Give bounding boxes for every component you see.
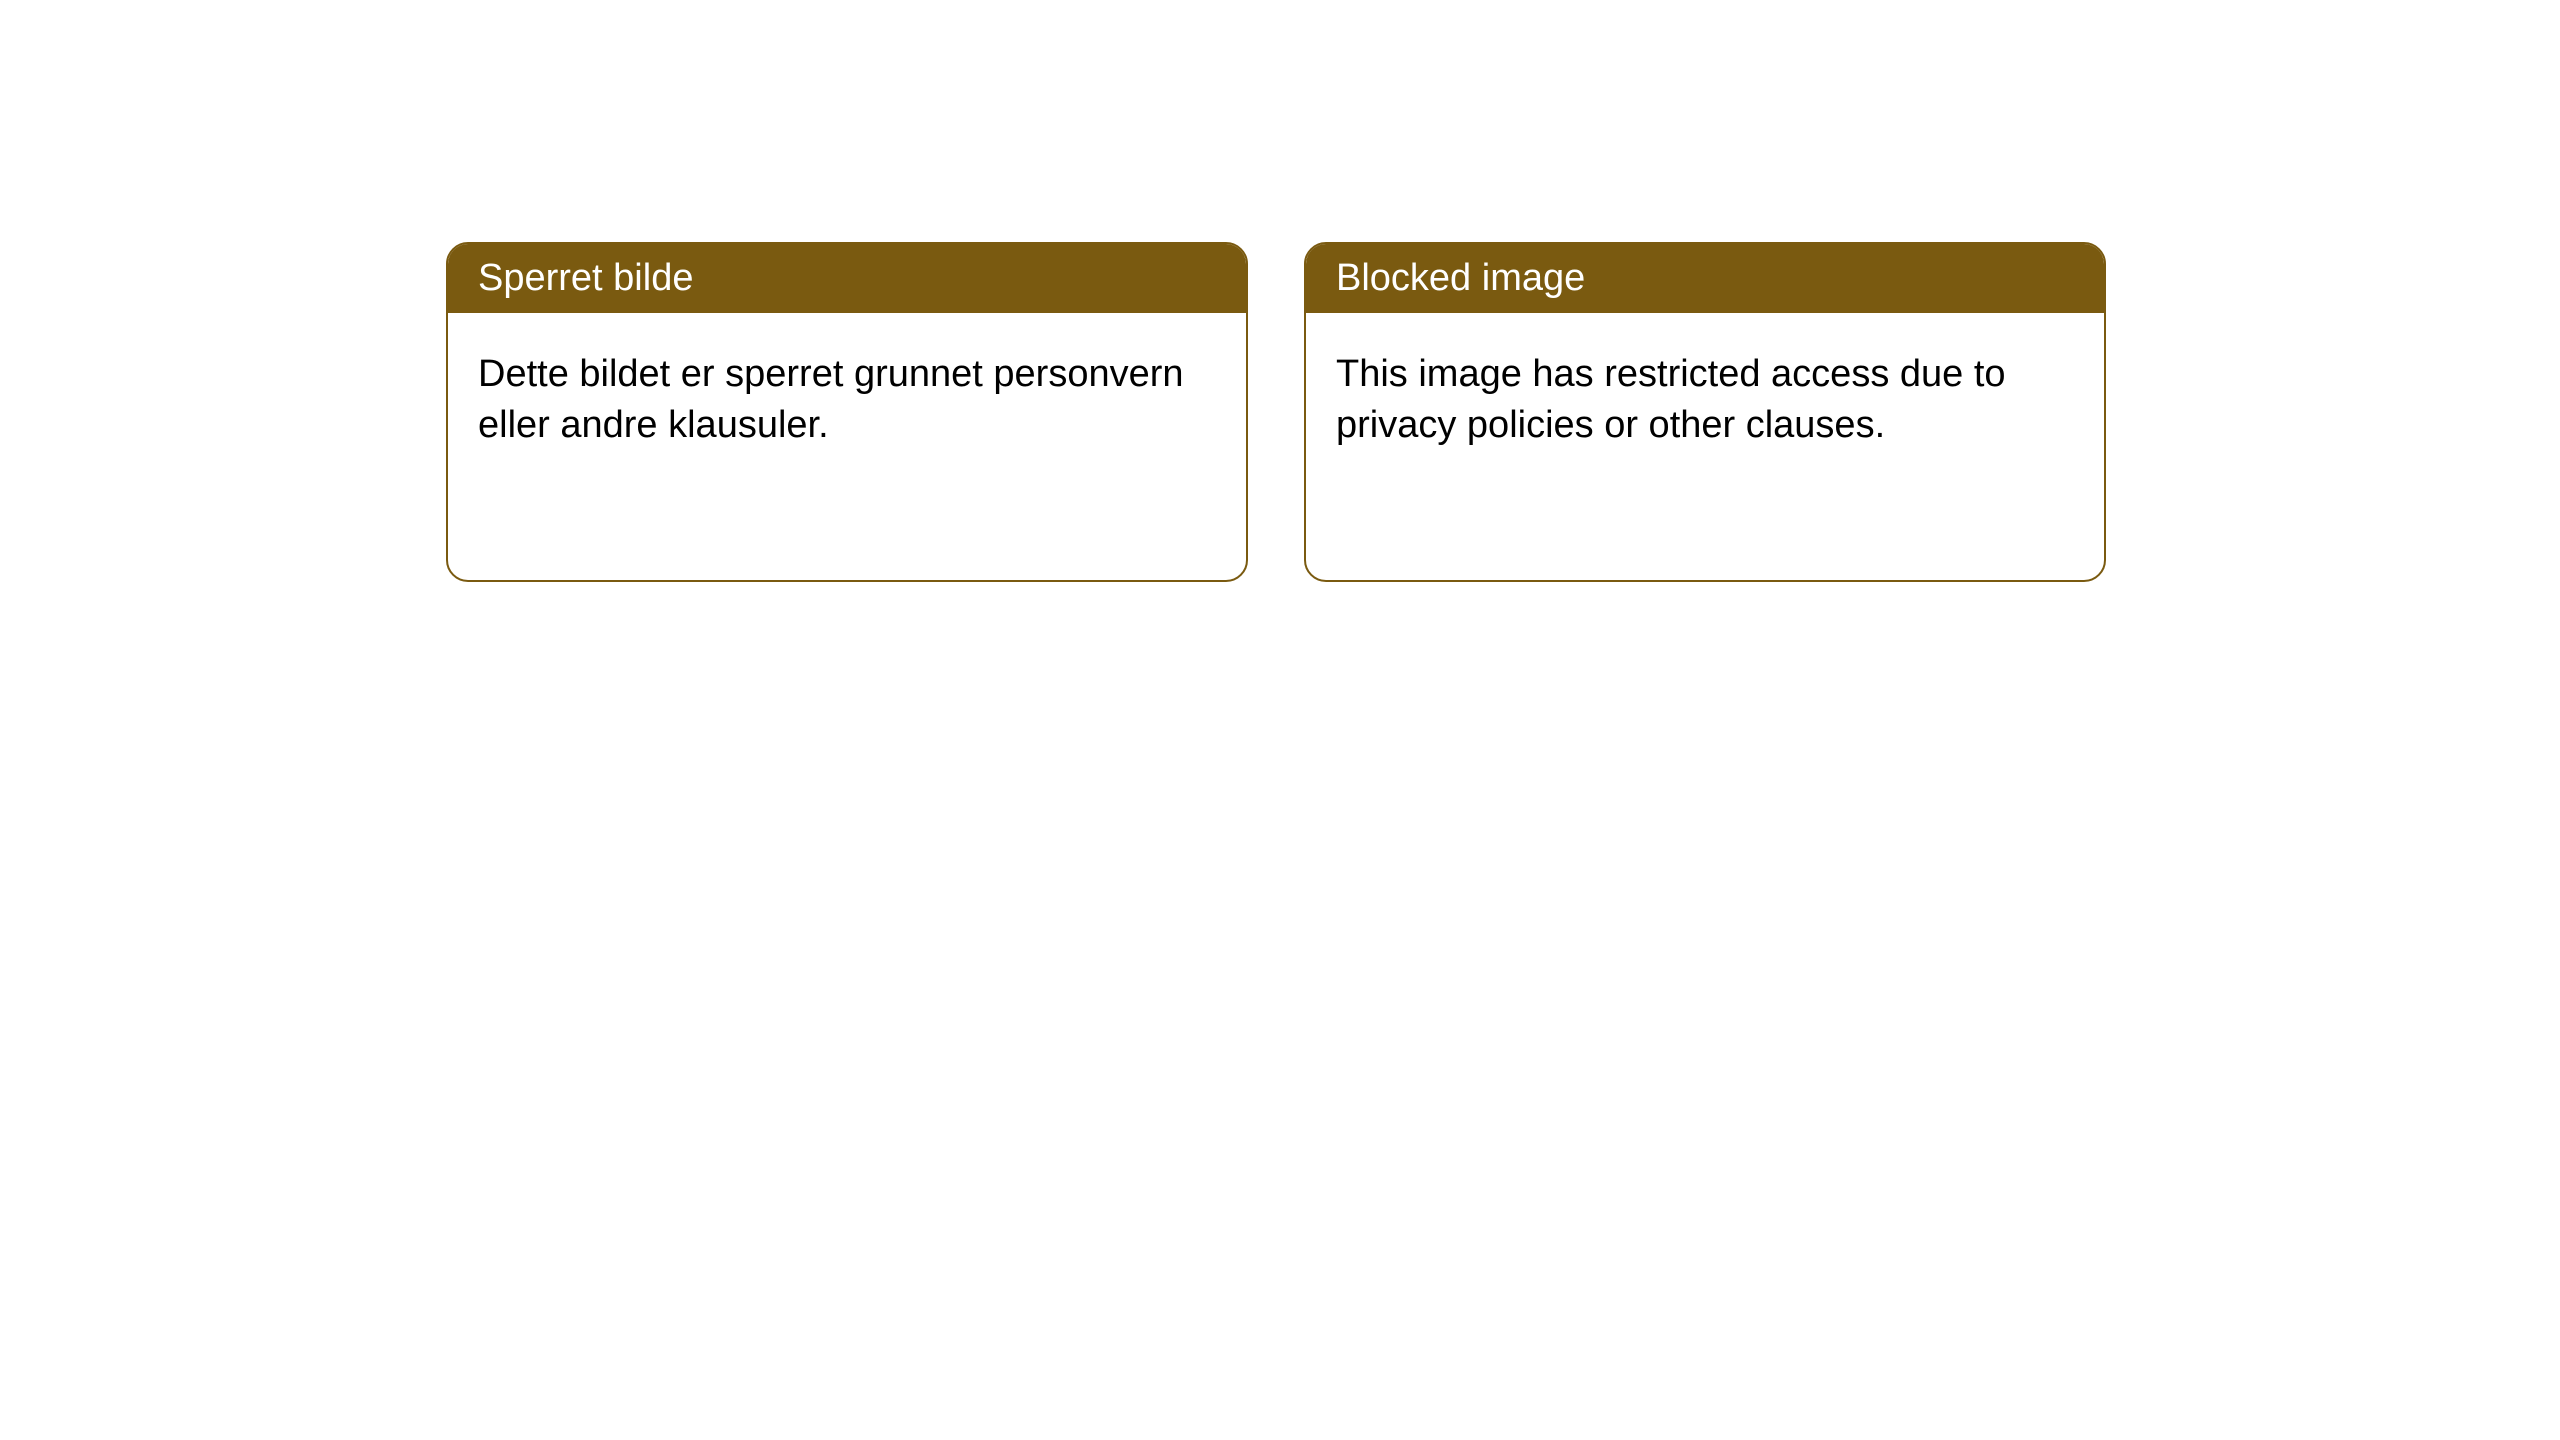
card-body-norwegian: Dette bildet er sperret grunnet personve… (448, 313, 1246, 488)
blocked-image-card-norwegian: Sperret bilde Dette bildet er sperret gr… (446, 242, 1248, 582)
blocked-image-card-english: Blocked image This image has restricted … (1304, 242, 2106, 582)
card-title-norwegian: Sperret bilde (478, 257, 693, 299)
card-body-english: This image has restricted access due to … (1306, 313, 2104, 488)
card-message-english: This image has restricted access due to … (1336, 353, 2006, 446)
notice-container: Sperret bilde Dette bildet er sperret gr… (0, 0, 2560, 582)
card-header-norwegian: Sperret bilde (448, 244, 1246, 313)
card-message-norwegian: Dette bildet er sperret grunnet personve… (478, 353, 1184, 446)
card-header-english: Blocked image (1306, 244, 2104, 313)
card-title-english: Blocked image (1336, 257, 1585, 299)
